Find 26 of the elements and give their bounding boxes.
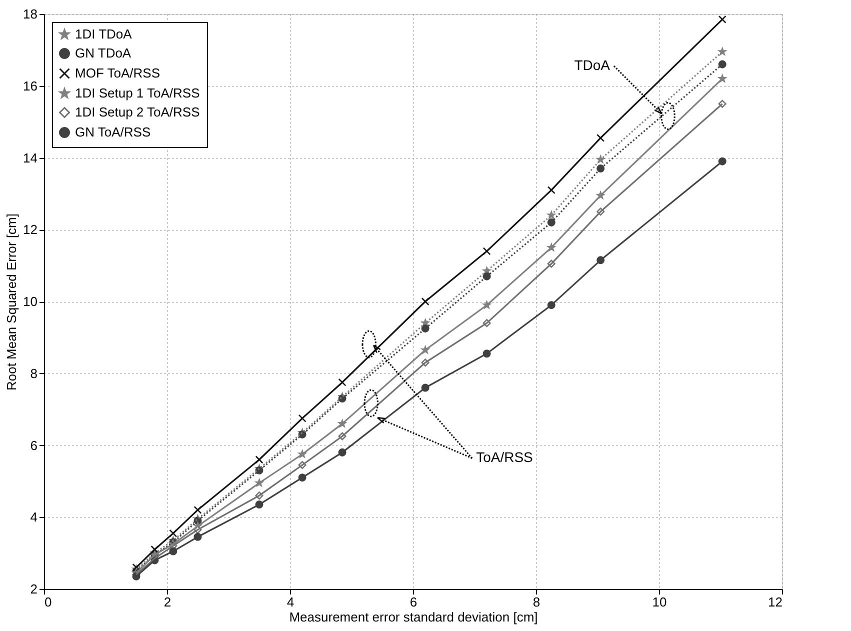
y-tick-label: 12 bbox=[23, 222, 38, 238]
x-tick-label: 10 bbox=[652, 594, 667, 610]
x-tick-label: 2 bbox=[164, 594, 172, 610]
y-tick-label: 6 bbox=[30, 438, 38, 453]
y-tick-label: 18 bbox=[23, 6, 38, 22]
x-tick-label: 0 bbox=[44, 594, 52, 610]
legend-label: GN TDoA bbox=[75, 46, 132, 60]
annotation: TDoA bbox=[574, 57, 611, 74]
x-tick-label: 8 bbox=[532, 594, 540, 610]
x-tick-label: 6 bbox=[410, 594, 418, 610]
y-tick-label: 10 bbox=[23, 294, 38, 309]
legend-label: 1DI Setup 2 ToA/RSS bbox=[75, 104, 200, 120]
x-tick-label: 12 bbox=[768, 594, 782, 610]
y-axis-title: Root Mean Squared Error [cm] bbox=[4, 213, 20, 391]
legend-label: 1DI Setup 1 ToA/RSS bbox=[75, 86, 200, 100]
y-tick-label: 16 bbox=[23, 78, 38, 94]
x-tick-label: 4 bbox=[286, 594, 294, 610]
y-tick-label: 4 bbox=[30, 510, 38, 525]
legend-label: MOF ToA/RSS bbox=[75, 66, 160, 80]
legend-label: GN ToA/RSS bbox=[75, 124, 151, 140]
legend-label: 1DI TDoA bbox=[75, 26, 132, 42]
x-axis-title: Measurement error standard deviation [cm] bbox=[289, 610, 538, 624]
y-tick-label: 8 bbox=[30, 366, 38, 381]
y-tick-label: 14 bbox=[23, 150, 38, 166]
annotation: ToA/RSS bbox=[476, 449, 533, 466]
y-tick-label: 2 bbox=[30, 582, 38, 596]
